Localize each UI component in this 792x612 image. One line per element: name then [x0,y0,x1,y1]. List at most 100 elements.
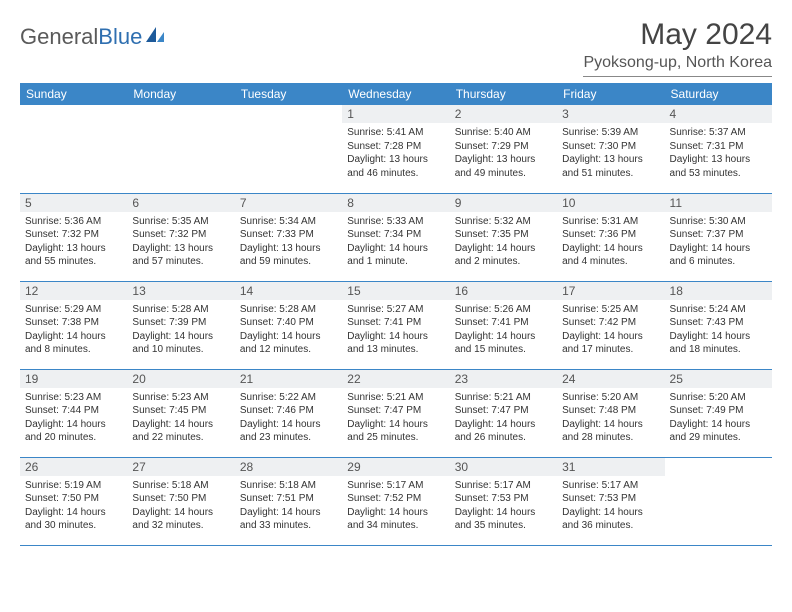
daylight2-line: and 32 minutes. [132,519,229,533]
day-number: 16 [450,282,557,300]
weekday-row: SundayMondayTuesdayWednesdayThursdayFrid… [20,83,772,105]
day-body: Sunrise: 5:40 AMSunset: 7:29 PMDaylight:… [450,123,557,183]
daylight1-line: Daylight: 14 hours [25,418,122,432]
sunrise-line: Sunrise: 5:28 AM [240,303,337,317]
calendar-cell: 16Sunrise: 5:26 AMSunset: 7:41 PMDayligh… [450,281,557,369]
calendar-cell: 11Sunrise: 5:30 AMSunset: 7:37 PMDayligh… [665,193,772,281]
daylight1-line: Daylight: 14 hours [240,330,337,344]
calendar-cell: 6Sunrise: 5:35 AMSunset: 7:32 PMDaylight… [127,193,234,281]
daylight2-line: and 18 minutes. [670,343,767,357]
day-number: 6 [127,194,234,212]
day-number: 10 [557,194,664,212]
brand-logo: GeneralBlue [20,18,166,50]
calendar-cell: 23Sunrise: 5:21 AMSunset: 7:47 PMDayligh… [450,369,557,457]
sunset-line: Sunset: 7:46 PM [240,404,337,418]
sunset-line: Sunset: 7:44 PM [25,404,122,418]
sunset-line: Sunset: 7:48 PM [562,404,659,418]
sunrise-line: Sunrise: 5:25 AM [562,303,659,317]
daylight2-line: and 15 minutes. [455,343,552,357]
location-label: Pyoksong-up, North Korea [583,54,772,77]
day-body: Sunrise: 5:35 AMSunset: 7:32 PMDaylight:… [127,212,234,272]
sunrise-line: Sunrise: 5:35 AM [132,215,229,229]
day-number: 11 [665,194,772,212]
daylight1-line: Daylight: 14 hours [25,330,122,344]
sunset-line: Sunset: 7:49 PM [670,404,767,418]
calendar-cell [127,105,234,193]
sunrise-line: Sunrise: 5:23 AM [25,391,122,405]
title-block: May 2024 Pyoksong-up, North Korea [583,18,772,77]
daylight1-line: Daylight: 14 hours [240,506,337,520]
sunrise-line: Sunrise: 5:17 AM [455,479,552,493]
calendar-table: SundayMondayTuesdayWednesdayThursdayFrid… [20,83,772,546]
calendar-cell: 28Sunrise: 5:18 AMSunset: 7:51 PMDayligh… [235,457,342,545]
sunrise-line: Sunrise: 5:34 AM [240,215,337,229]
daylight1-line: Daylight: 14 hours [562,418,659,432]
sunset-line: Sunset: 7:32 PM [25,228,122,242]
weekday-header: Thursday [450,83,557,105]
calendar-cell: 17Sunrise: 5:25 AMSunset: 7:42 PMDayligh… [557,281,664,369]
day-number: 3 [557,105,664,123]
day-body: Sunrise: 5:31 AMSunset: 7:36 PMDaylight:… [557,212,664,272]
day-body: Sunrise: 5:32 AMSunset: 7:35 PMDaylight:… [450,212,557,272]
sunset-line: Sunset: 7:47 PM [455,404,552,418]
calendar-cell: 27Sunrise: 5:18 AMSunset: 7:50 PMDayligh… [127,457,234,545]
day-body: Sunrise: 5:41 AMSunset: 7:28 PMDaylight:… [342,123,449,183]
daylight2-line: and 17 minutes. [562,343,659,357]
sunset-line: Sunset: 7:39 PM [132,316,229,330]
day-number: 17 [557,282,664,300]
daylight2-line: and 20 minutes. [25,431,122,445]
daylight2-line: and 22 minutes. [132,431,229,445]
day-number: 7 [235,194,342,212]
sunset-line: Sunset: 7:38 PM [25,316,122,330]
sunrise-line: Sunrise: 5:39 AM [562,126,659,140]
daylight2-line: and 55 minutes. [25,255,122,269]
sunset-line: Sunset: 7:52 PM [347,492,444,506]
day-number: 30 [450,458,557,476]
day-body: Sunrise: 5:25 AMSunset: 7:42 PMDaylight:… [557,300,664,360]
sunrise-line: Sunrise: 5:17 AM [562,479,659,493]
day-body: Sunrise: 5:22 AMSunset: 7:46 PMDaylight:… [235,388,342,448]
day-body: Sunrise: 5:29 AMSunset: 7:38 PMDaylight:… [20,300,127,360]
daylight2-line: and 12 minutes. [240,343,337,357]
daylight2-line: and 46 minutes. [347,167,444,181]
daylight2-line: and 25 minutes. [347,431,444,445]
daylight1-line: Daylight: 14 hours [132,506,229,520]
daylight1-line: Daylight: 14 hours [455,242,552,256]
daylight2-line: and 1 minute. [347,255,444,269]
calendar-page: GeneralBlue May 2024 Pyoksong-up, North … [0,0,792,612]
daylight1-line: Daylight: 14 hours [347,242,444,256]
day-body: Sunrise: 5:39 AMSunset: 7:30 PMDaylight:… [557,123,664,183]
day-number: 24 [557,370,664,388]
calendar-cell: 3Sunrise: 5:39 AMSunset: 7:30 PMDaylight… [557,105,664,193]
daylight2-line: and 59 minutes. [240,255,337,269]
day-number: 21 [235,370,342,388]
daylight2-line: and 51 minutes. [562,167,659,181]
daylight2-line: and 8 minutes. [25,343,122,357]
calendar-cell: 15Sunrise: 5:27 AMSunset: 7:41 PMDayligh… [342,281,449,369]
daylight2-line: and 57 minutes. [132,255,229,269]
daylight1-line: Daylight: 14 hours [562,506,659,520]
brand-name-part1: General [20,24,98,49]
sunrise-line: Sunrise: 5:20 AM [562,391,659,405]
weekday-header: Friday [557,83,664,105]
daylight2-line: and 4 minutes. [562,255,659,269]
sunrise-line: Sunrise: 5:31 AM [562,215,659,229]
day-body: Sunrise: 5:18 AMSunset: 7:50 PMDaylight:… [127,476,234,536]
month-title: May 2024 [583,18,772,52]
weekday-header: Saturday [665,83,772,105]
sunset-line: Sunset: 7:41 PM [347,316,444,330]
calendar-head: SundayMondayTuesdayWednesdayThursdayFrid… [20,83,772,105]
day-body: Sunrise: 5:21 AMSunset: 7:47 PMDaylight:… [342,388,449,448]
sunrise-line: Sunrise: 5:18 AM [132,479,229,493]
daylight1-line: Daylight: 14 hours [670,242,767,256]
daylight1-line: Daylight: 13 hours [347,153,444,167]
daylight2-line: and 29 minutes. [670,431,767,445]
weekday-header: Wednesday [342,83,449,105]
calendar-cell: 9Sunrise: 5:32 AMSunset: 7:35 PMDaylight… [450,193,557,281]
daylight1-line: Daylight: 13 hours [562,153,659,167]
day-number: 31 [557,458,664,476]
day-number: 28 [235,458,342,476]
day-number: 26 [20,458,127,476]
day-number: 15 [342,282,449,300]
day-body: Sunrise: 5:33 AMSunset: 7:34 PMDaylight:… [342,212,449,272]
